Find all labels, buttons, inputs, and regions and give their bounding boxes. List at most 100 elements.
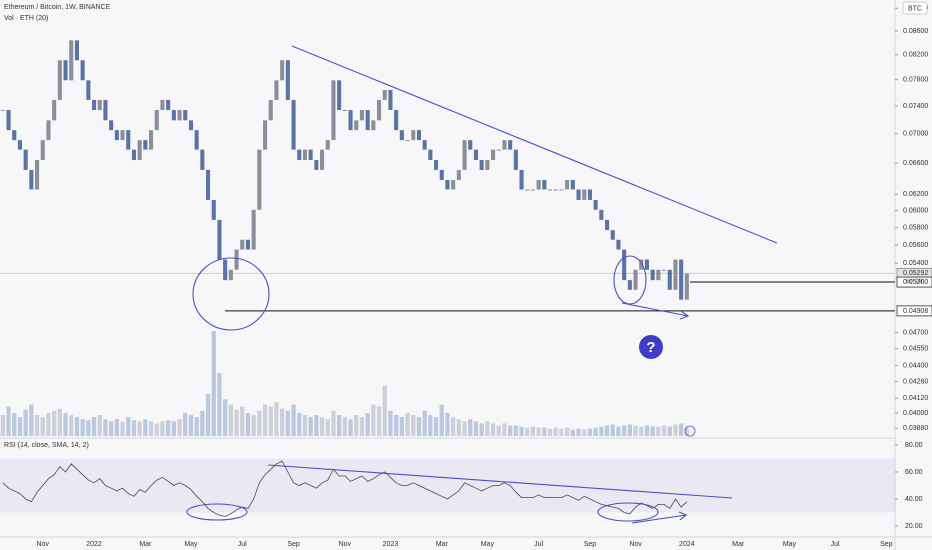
volume-bar [337,415,342,436]
candle [548,189,553,191]
candle [12,130,17,141]
volume-bar [171,421,176,436]
price-label-box [896,305,932,317]
volume-bar [656,426,661,436]
volume-bar [559,428,564,436]
volume-bar [616,426,621,436]
volume-bar [513,425,518,436]
volume-bar [371,404,376,436]
volume-bar [354,415,359,436]
y-tick-label: 0.03880 [903,425,928,432]
volume-bar [673,424,678,436]
candle [291,99,296,150]
volume-bar [422,410,427,436]
x-tick-label: Sep [287,541,300,548]
candle [684,273,689,300]
rsi-tick-label: 20.00 [905,523,923,530]
candle [371,120,376,131]
candle [605,219,610,231]
question-badge [639,335,663,359]
x-tick-label: 2022 [86,541,102,548]
candle [365,110,370,131]
volume-bar [468,419,473,436]
y-tick-label: 0.08200 [903,52,928,59]
volume-bar [0,415,6,436]
rsi-tick-label: 40.00 [905,496,923,503]
volume-bar [257,410,262,436]
volume-bar [433,417,439,436]
y-tick-label: 0.04120 [903,395,928,402]
x-tick-label: 2023 [383,541,399,548]
volume-bar [91,417,97,436]
volume-bar [34,415,40,436]
volume-bar [280,408,285,436]
candle [473,149,478,161]
candle [644,259,649,270]
candle [479,160,484,170]
y-tick-label: 0.04550 [903,346,928,353]
candle [650,269,655,281]
candle [513,149,518,170]
candle [639,259,644,270]
volume-bar [473,421,479,436]
candle [570,179,575,190]
candle [46,120,51,141]
volume-bar [166,420,171,436]
candle [679,259,684,300]
candle [405,140,410,142]
candle [171,110,176,121]
y-tick-label: 0.07000 [903,131,928,138]
candle [451,179,456,190]
candle [257,149,262,210]
candle [240,239,245,250]
candle [80,60,85,81]
x-tick-label: Jul [831,541,840,548]
candle [633,269,638,290]
volume-bar [405,412,410,436]
candle [268,99,273,121]
volume-bar [17,417,23,436]
volume-bar [148,421,154,436]
candle [553,189,558,191]
volume-bar [291,404,296,436]
candle [439,169,444,180]
volume-bar [23,409,28,436]
volume-bar [565,427,570,436]
volume-bar [131,420,137,436]
volume-bar [331,410,336,436]
candle [662,269,667,271]
currency: BTC [908,5,922,12]
candle [320,149,325,170]
volume-bar [508,425,513,436]
candle [337,80,342,111]
y-tick-label: 0.06000 [903,207,928,214]
volume-bar [183,412,188,436]
volume-bar [69,415,74,436]
rsi-circle [597,502,659,522]
trend-line [291,45,778,244]
rsi-tick-label: 60.00 [905,469,923,476]
y-tick-label: 0.05600 [903,242,928,249]
volume-bar [582,429,587,436]
volume-bar [388,410,393,436]
candle [530,189,535,191]
volume-bar [610,424,615,436]
candle [325,140,330,150]
price-label: 0.05292 [903,270,928,277]
x-tick-label: Nov [37,541,50,548]
candle [263,120,268,150]
y-tick-label: 0.06600 [903,160,928,167]
candle [74,40,79,61]
candle [114,130,119,141]
candle [97,99,102,111]
price-label-box [896,276,932,288]
y-tick-label: 0.04000 [903,410,928,417]
volume-bar [622,425,627,436]
price-label: 0.04908 [903,308,928,315]
candle [422,140,427,150]
x-tick-label: Mar [732,541,745,548]
volume-bar [456,419,461,436]
volume-bar [525,427,530,436]
candle [217,219,222,260]
candle [183,110,188,121]
